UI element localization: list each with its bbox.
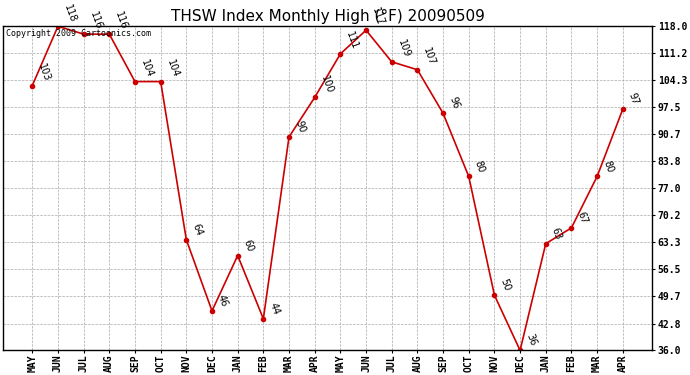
Text: 107: 107 [422, 46, 437, 67]
Text: 46: 46 [216, 293, 230, 308]
Text: 63: 63 [550, 226, 564, 241]
Text: 100: 100 [319, 74, 335, 94]
Text: 118: 118 [62, 3, 78, 24]
Text: 97: 97 [627, 92, 640, 106]
Text: 103: 103 [37, 62, 52, 83]
Text: 67: 67 [575, 210, 589, 225]
Text: 104: 104 [139, 58, 155, 79]
Text: 111: 111 [344, 30, 360, 51]
Text: Copyright 2009 Cartoonics.com: Copyright 2009 Cartoonics.com [6, 30, 151, 39]
Text: 80: 80 [473, 159, 486, 174]
Text: 50: 50 [499, 277, 512, 292]
Text: 109: 109 [396, 38, 411, 59]
Text: 60: 60 [242, 238, 255, 253]
Title: THSW Index Monthly High (°F) 20090509: THSW Index Monthly High (°F) 20090509 [170, 9, 484, 24]
Text: 36: 36 [524, 333, 538, 348]
Text: 44: 44 [268, 301, 281, 316]
Text: 64: 64 [190, 222, 204, 237]
Text: 104: 104 [165, 58, 181, 79]
Text: 80: 80 [601, 159, 615, 174]
Text: 96: 96 [447, 96, 461, 111]
Text: 117: 117 [371, 7, 386, 27]
Text: 90: 90 [293, 119, 307, 134]
Text: 116: 116 [88, 10, 103, 32]
Text: 116: 116 [113, 10, 129, 32]
